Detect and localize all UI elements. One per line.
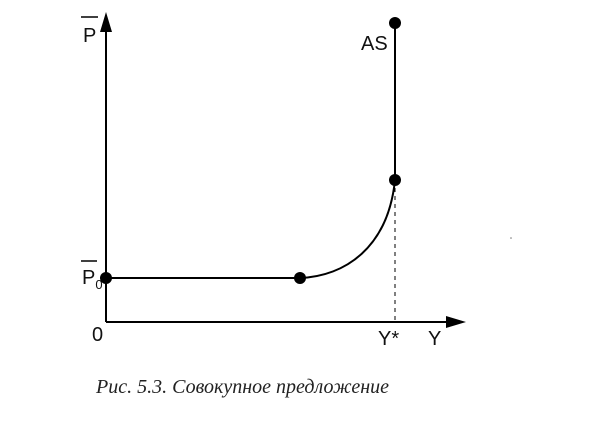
point-end-of-horizontal-segment bbox=[294, 272, 306, 284]
figure-caption: Рис. 5.3. Совокупное предложение bbox=[95, 376, 389, 398]
scan-speck bbox=[510, 237, 512, 239]
curve-points bbox=[100, 17, 401, 284]
y-axis-arrowhead bbox=[100, 12, 112, 32]
x-axis-label: Y bbox=[428, 328, 441, 350]
origin-label: 0 bbox=[92, 324, 103, 346]
price-level-label: P0 bbox=[82, 267, 103, 292]
point-top-of-vertical-segment bbox=[389, 17, 401, 29]
point-start-of-vertical-segment bbox=[389, 174, 401, 186]
as-curve-label: AS bbox=[361, 33, 388, 55]
as-intermediate-segment bbox=[299, 179, 396, 279]
full-employment-output-label: Y* bbox=[378, 328, 399, 350]
axis-labels: P 0 Y Y* P0 bbox=[81, 16, 441, 350]
price-level-letter: P bbox=[82, 267, 95, 289]
as-curve bbox=[106, 23, 396, 279]
axes bbox=[100, 12, 466, 328]
y-axis-label: P bbox=[83, 25, 96, 47]
point-price-level-intercept bbox=[100, 272, 112, 284]
x-axis-arrowhead bbox=[446, 316, 466, 328]
price-level-subscript: 0 bbox=[95, 277, 102, 292]
